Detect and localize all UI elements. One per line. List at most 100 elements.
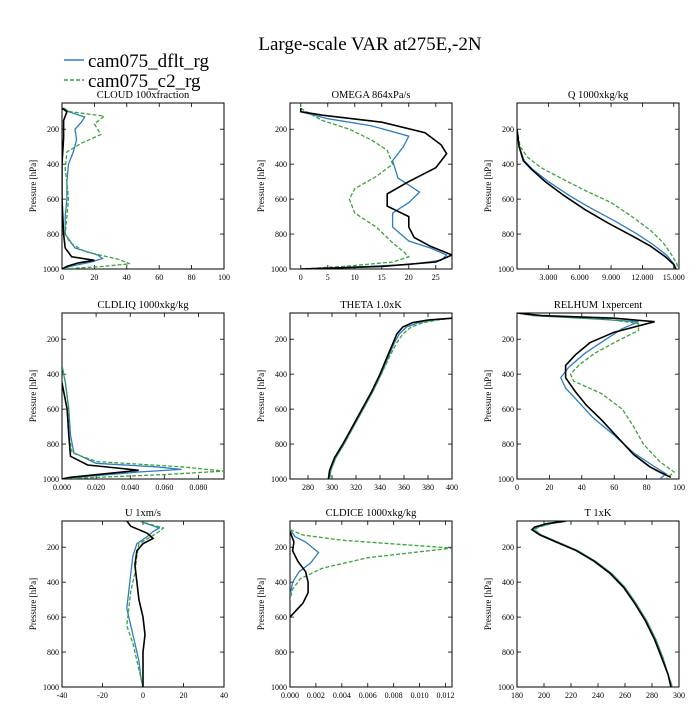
y-tick-label: 400 — [47, 578, 59, 587]
y-tick-label: 400 — [502, 160, 514, 169]
series-line-2 — [62, 107, 95, 269]
figure-title: Large-scale VAR at275E,-2N — [258, 34, 481, 55]
y-tick-label: 800 — [275, 440, 287, 449]
x-tick-label: 360 — [398, 483, 410, 492]
series-line-1 — [62, 365, 224, 479]
series-line-0 — [531, 521, 673, 687]
x-tick-label: 15 — [378, 273, 386, 282]
y-axis-label: Pressure [hPa] — [256, 370, 266, 422]
panel-title: T 1xK — [585, 508, 612, 519]
y-tick-label: 400 — [47, 160, 59, 169]
y-tick-label: 600 — [502, 405, 514, 414]
x-tick-label: 20 — [545, 483, 553, 492]
series-line-1 — [328, 317, 452, 479]
y-axis-label: Pressure [hPa] — [256, 160, 266, 212]
y-tick-label: 600 — [502, 195, 514, 204]
y-tick-label: 200 — [47, 543, 59, 552]
y-tick-label: 600 — [275, 405, 287, 414]
y-tick-label: 400 — [275, 160, 287, 169]
panel-title: U 1xm/s — [125, 508, 161, 519]
x-tick-label: 220 — [565, 691, 577, 700]
y-tick-label: 200 — [502, 125, 514, 134]
x-tick-label: 0 — [60, 273, 64, 282]
series-line-1 — [300, 107, 411, 269]
x-tick-label: 0.000 — [53, 483, 71, 492]
x-tick-label: 340 — [374, 483, 386, 492]
x-tick-label: 0.010 — [411, 691, 429, 700]
series-line-0 — [126, 521, 161, 687]
y-tick-label: 200 — [502, 335, 514, 344]
x-tick-label: -20 — [97, 691, 108, 700]
y-tick-label: 800 — [275, 230, 287, 239]
x-tick-label: 0 — [141, 691, 145, 700]
chart-panel-4: THETA 1.0xK 200 400 600 800 1000 280 300 320 340 3… — [256, 300, 458, 492]
x-tick-label: 0.012 — [437, 691, 455, 700]
panel-title: THETA 1.0xK — [340, 300, 402, 311]
y-tick-label: 600 — [502, 613, 514, 622]
plot-frame — [516, 520, 680, 688]
y-tick-label: 200 — [47, 125, 59, 134]
series-line-1 — [126, 521, 165, 687]
x-tick-label: 3.000 — [539, 273, 557, 282]
y-tick-label: 400 — [275, 370, 287, 379]
series-line-2 — [517, 313, 672, 479]
x-tick-label: 280 — [646, 691, 658, 700]
y-tick-label: 800 — [502, 440, 514, 449]
x-tick-label: 0.004 — [333, 691, 351, 700]
series-line-0 — [328, 317, 452, 479]
y-tick-label: 1000 — [271, 683, 287, 692]
x-tick-label: 0.020 — [87, 483, 105, 492]
series-line-0 — [62, 365, 182, 479]
x-tick-label: 0.000 — [281, 691, 299, 700]
series-line-2 — [126, 521, 155, 687]
x-tick-label: 0.080 — [189, 483, 207, 492]
panel-title: CLDLIQ 1000xkg/kg — [97, 300, 189, 311]
x-tick-label: 380 — [422, 483, 434, 492]
series-line-2 — [300, 108, 452, 269]
x-tick-label: 40 — [123, 273, 131, 282]
x-tick-label: 80 — [643, 483, 651, 492]
x-tick-label: 0.002 — [307, 691, 325, 700]
y-axis-label: Pressure [hPa] — [483, 370, 493, 422]
x-tick-label: 200 — [538, 691, 550, 700]
x-tick-label: 300 — [326, 483, 338, 492]
chart-panel-1: OMEGA 864xPa/s 200 400 600 800 1000 0 5 10 15 20 25… — [256, 90, 453, 282]
legend-label-dflt: cam075_dflt_rg — [88, 51, 210, 72]
y-tick-label: 800 — [47, 440, 59, 449]
x-tick-label: 0.040 — [121, 483, 139, 492]
panel-title: CLDICE 1000xkg/kg — [326, 508, 417, 519]
x-tick-label: -40 — [57, 691, 68, 700]
x-tick-label: 0 — [515, 483, 519, 492]
y-tick-label: 600 — [47, 195, 59, 204]
series-line-1 — [290, 529, 452, 600]
x-tick-label: 100 — [673, 483, 685, 492]
y-axis-label: Pressure [hPa] — [28, 370, 38, 422]
y-tick-label: 1000 — [271, 265, 287, 274]
x-tick-label: 6.000 — [571, 273, 589, 282]
x-tick-label: 60 — [155, 273, 163, 282]
y-tick-label: 800 — [275, 648, 287, 657]
y-tick-label: 600 — [275, 613, 287, 622]
y-tick-label: 800 — [47, 230, 59, 239]
x-tick-label: 0.006 — [359, 691, 377, 700]
y-tick-label: 200 — [47, 335, 59, 344]
y-tick-label: 600 — [275, 195, 287, 204]
legend-label-c2: cam075_c2_rg — [88, 71, 201, 92]
y-tick-label: 800 — [47, 648, 59, 657]
y-axis-label: Pressure [hPa] — [28, 578, 38, 630]
x-tick-label: 10 — [351, 273, 359, 282]
x-tick-label: 60 — [610, 483, 618, 492]
series-line-0 — [290, 529, 320, 597]
y-tick-label: 1000 — [498, 475, 514, 484]
y-axis-label: Pressure [hPa] — [483, 578, 493, 630]
y-tick-label: 200 — [275, 543, 287, 552]
plot-frame — [289, 520, 453, 688]
plot-frame — [61, 312, 225, 480]
y-tick-label: 800 — [502, 648, 514, 657]
series-line-1 — [533, 521, 673, 687]
series-line-0 — [62, 107, 104, 269]
